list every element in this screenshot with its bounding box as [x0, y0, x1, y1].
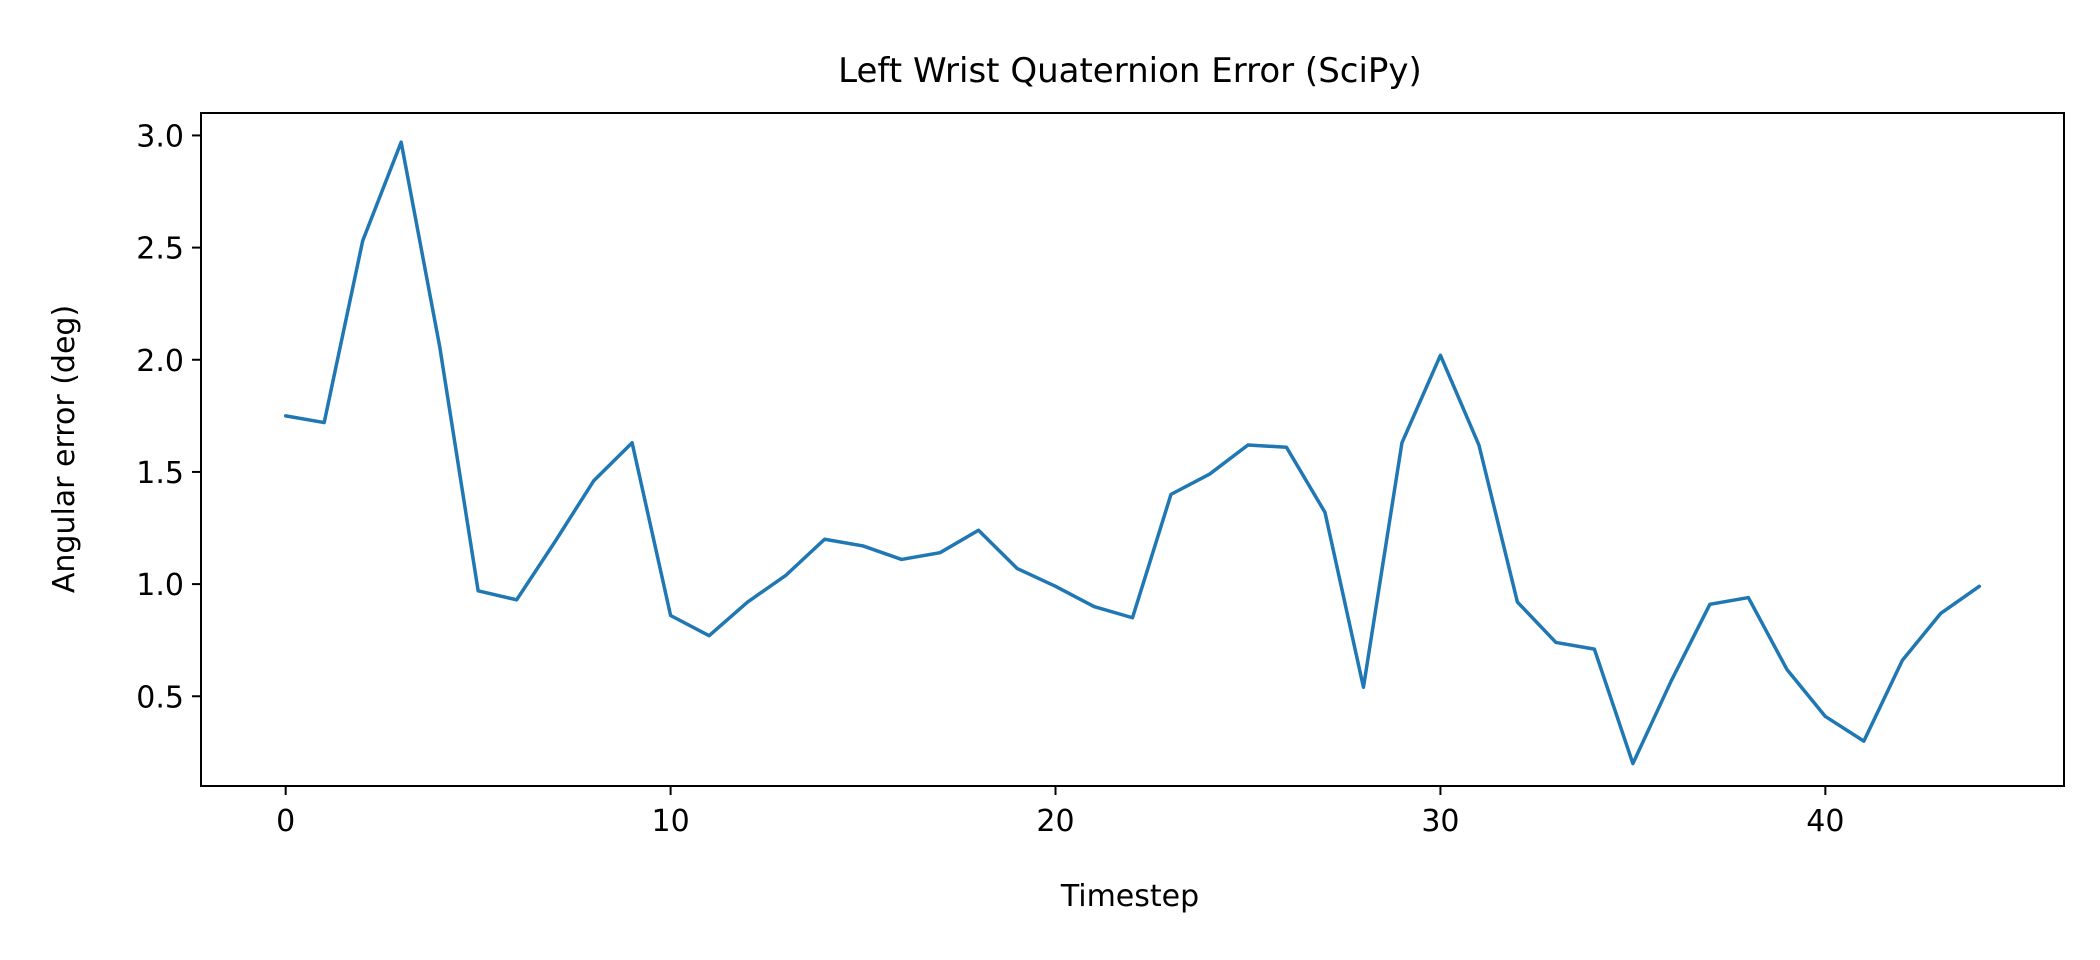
series-line [283, 140, 1982, 766]
x-tick-label: 0 [276, 804, 295, 839]
x-axis-label: Timestep [1060, 879, 1199, 914]
x-tick-label: 20 [1036, 804, 1074, 839]
y-axis-label: Angular error (deg) [47, 305, 82, 593]
y-tick-label: 3.0 [136, 119, 184, 154]
x-tick-label: 10 [652, 804, 690, 839]
y-tick-label: 1.0 [136, 568, 184, 603]
y-axis: 0.5 1.0 1.5 2.0 2.5 3.0 [136, 119, 201, 715]
y-tick-label: 2.0 [136, 344, 184, 379]
chart-title: Left Wrist Quaternion Error (SciPy) [838, 51, 1422, 91]
y-tick-label: 0.5 [136, 680, 184, 715]
x-tick-label: 30 [1421, 804, 1459, 839]
y-tick-label: 2.5 [136, 232, 184, 267]
x-axis: 0 10 20 30 40 [276, 786, 1844, 839]
x-tick-label: 40 [1806, 804, 1844, 839]
y-tick-label: 1.5 [136, 456, 184, 491]
plot-area-frame [200, 112, 2065, 787]
